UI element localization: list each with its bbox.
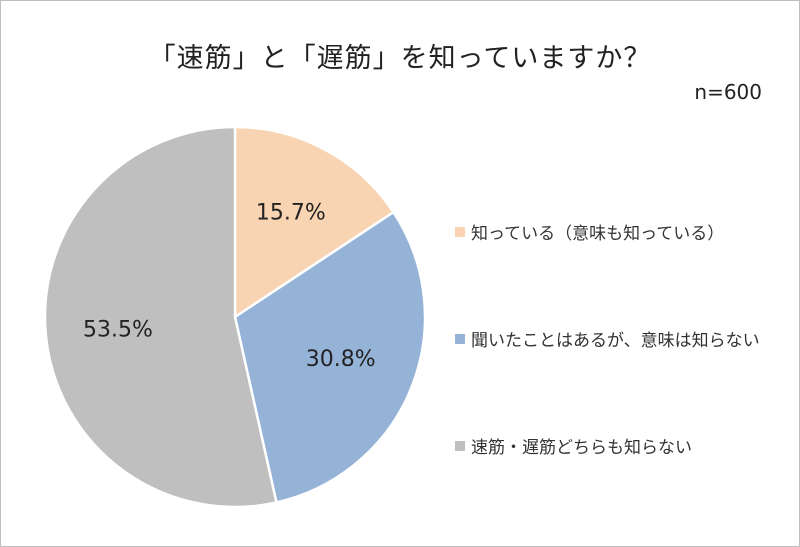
data-label-1: 15.7% xyxy=(256,201,326,226)
legend-label-1: 知っている（意味も知っている） xyxy=(471,224,725,244)
legend-swatch-2 xyxy=(455,333,465,344)
chart-title: 「速筋」と「遅筋」を知っていますか？ xyxy=(148,43,652,74)
data-label-3: 53.5% xyxy=(83,317,153,342)
pie-slice-3 xyxy=(43,125,278,509)
legend-item-2: 聞いたことはあるが、意味は知らない xyxy=(455,326,760,351)
legend-swatch-1 xyxy=(455,226,465,237)
legend-item-1: 知っている（意味も知っている） xyxy=(455,219,724,244)
pie-slice-1 xyxy=(233,125,396,320)
legend-label-3: 速筋・遅筋どちらも知らない xyxy=(471,438,692,458)
legend-label-2: 聞いたことはあるが、意味は知らない xyxy=(471,331,760,351)
sample-size-label: n=600 xyxy=(694,80,762,104)
legend-item-3: 速筋・遅筋どちらも知らない xyxy=(455,433,692,458)
pie-slice-2 xyxy=(233,210,427,504)
data-label-2: 30.8% xyxy=(306,347,376,372)
legend-swatch-3 xyxy=(455,440,465,451)
